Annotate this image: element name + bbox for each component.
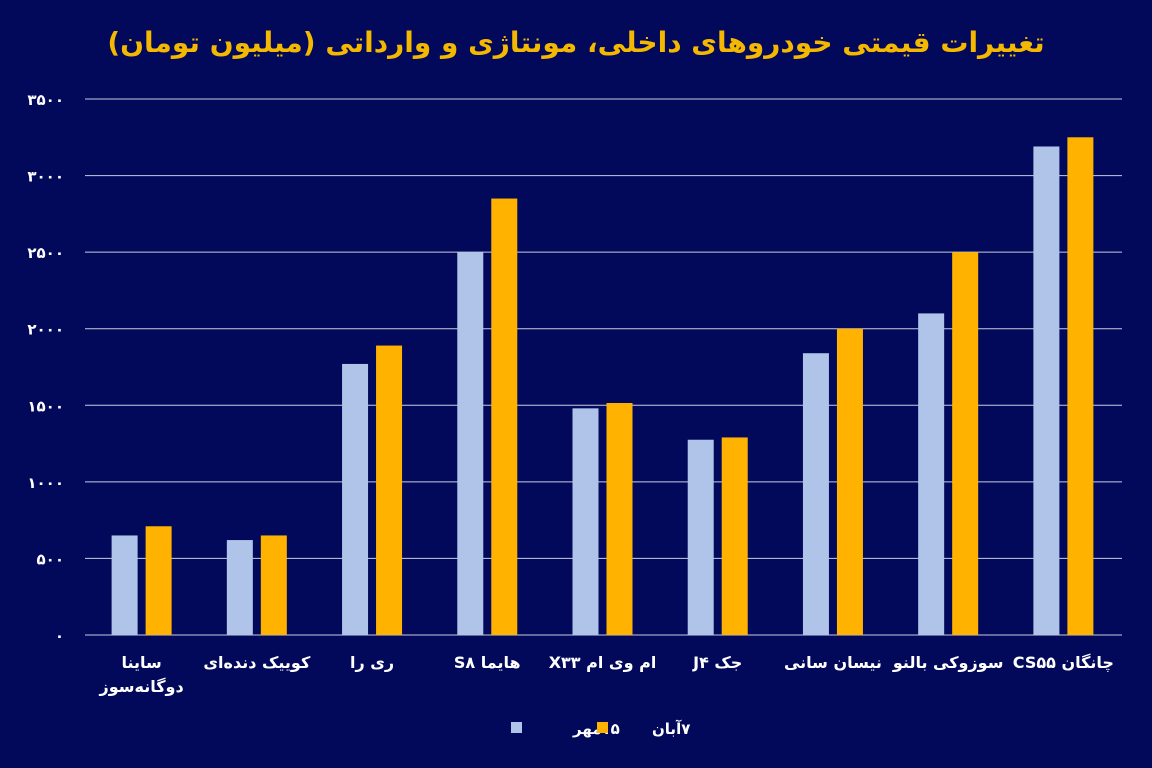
legend-label: ۷آبان: [652, 720, 690, 738]
y-tick-label: ۳۰۰۰: [27, 168, 64, 186]
bar-series2: [721, 437, 748, 635]
bar-series1: [226, 540, 253, 635]
bar-series1: [802, 353, 829, 635]
chart-title: تغییرات قیمتی خودروهای داخلی، مونتاژی و …: [107, 26, 1044, 59]
y-tick-label: ۰: [55, 627, 64, 645]
bar-series2: [491, 198, 518, 636]
x-tick-label: کوییک دنده‌ای: [203, 653, 311, 672]
bar-series2: [836, 328, 863, 635]
legend-swatch: [511, 722, 522, 733]
bar-series1: [687, 439, 714, 635]
x-tick-label: چانگان CS۵۵: [1013, 653, 1114, 673]
x-tick-label: ساینا: [121, 653, 161, 672]
legend-label: ۱۵مهر: [572, 720, 620, 738]
bar-series1: [342, 363, 369, 635]
x-tick-label: ری را: [350, 653, 394, 672]
bar-series2: [606, 402, 633, 635]
y-tick-label: ۲۵۰۰: [27, 244, 64, 262]
x-tick-label: ام وی ام X۳۳: [549, 653, 657, 672]
y-tick-label: ۵۰۰: [37, 550, 64, 568]
bar-series2: [1067, 137, 1094, 636]
bar-series2: [145, 526, 172, 635]
bar-series1: [457, 252, 484, 635]
x-tick-label: جک J۴: [692, 653, 742, 672]
x-tick-label: دوگانه‌سوز: [99, 677, 184, 696]
bar-series1: [111, 535, 138, 635]
bar-series1: [1033, 146, 1060, 635]
bar-series2: [376, 345, 403, 635]
x-tick-label: سوزوکی بالنو: [892, 653, 1004, 672]
bar-series1: [572, 408, 599, 635]
bar-series2: [952, 252, 979, 635]
bar-series1: [918, 313, 945, 635]
y-tick-label: ۱۵۰۰: [27, 397, 64, 415]
y-tick-label: ۲۰۰۰: [27, 321, 64, 339]
legend-swatch: [597, 722, 608, 733]
x-tick-label: نیسان سانی: [784, 653, 882, 672]
y-tick-label: ۳۵۰۰: [27, 91, 64, 109]
x-tick-label: هایما S۸: [454, 653, 521, 672]
y-tick-label: ۱۰۰۰: [27, 474, 64, 492]
bar-series2: [260, 535, 287, 635]
